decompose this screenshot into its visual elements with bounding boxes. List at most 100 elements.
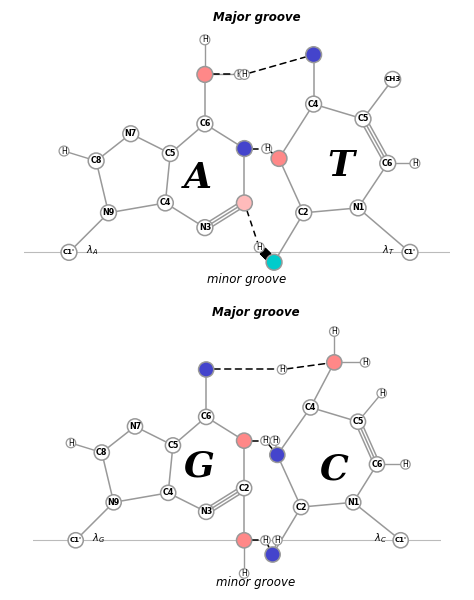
Text: C5: C5 (357, 115, 369, 124)
Circle shape (327, 355, 342, 370)
Circle shape (199, 409, 214, 425)
Circle shape (94, 445, 109, 460)
Circle shape (237, 433, 252, 448)
Text: C: C (320, 452, 349, 486)
Text: H: H (68, 439, 74, 448)
Text: C2: C2 (238, 484, 250, 493)
Text: C8: C8 (91, 157, 102, 166)
Text: C2: C2 (298, 208, 310, 217)
Circle shape (277, 365, 287, 374)
Text: N1: N1 (238, 144, 251, 153)
Text: C5: C5 (164, 149, 176, 158)
Text: N7: N7 (129, 422, 141, 431)
Circle shape (346, 495, 361, 510)
Text: N3: N3 (199, 223, 211, 232)
Circle shape (270, 447, 285, 463)
Circle shape (237, 533, 252, 548)
Circle shape (393, 533, 408, 548)
Circle shape (410, 158, 420, 169)
Text: O4: O4 (308, 50, 320, 59)
Circle shape (350, 414, 365, 429)
Text: $\lambda_T$: $\lambda_T$ (383, 243, 395, 257)
Text: H: H (412, 159, 418, 168)
Circle shape (100, 205, 117, 221)
Circle shape (350, 200, 366, 216)
Circle shape (380, 155, 396, 172)
Circle shape (261, 436, 270, 445)
Text: N1: N1 (347, 498, 359, 507)
Circle shape (306, 47, 321, 62)
Text: $\lambda_C$: $\lambda_C$ (374, 531, 386, 545)
Text: CH3: CH3 (384, 76, 401, 82)
Text: C6: C6 (199, 119, 210, 128)
Text: N7: N7 (125, 129, 137, 138)
Circle shape (329, 327, 339, 336)
Circle shape (266, 254, 282, 270)
Text: C5: C5 (167, 441, 179, 450)
Text: C2: C2 (295, 503, 307, 512)
Text: C6: C6 (382, 159, 393, 168)
Text: H: H (256, 243, 262, 252)
Circle shape (197, 67, 213, 82)
Text: O6: O6 (200, 365, 212, 374)
Circle shape (237, 195, 252, 211)
Text: H: H (263, 536, 268, 545)
Text: Major groove: Major groove (213, 11, 301, 24)
Text: Major groove: Major groove (212, 306, 300, 319)
Circle shape (200, 35, 210, 45)
Text: H: H (264, 144, 270, 153)
Text: C4: C4 (308, 100, 319, 109)
Text: C1': C1' (404, 250, 416, 256)
Text: H: H (241, 569, 247, 578)
Circle shape (239, 569, 249, 578)
Text: C1': C1' (70, 537, 82, 543)
Text: N1: N1 (352, 203, 364, 212)
Circle shape (161, 485, 176, 500)
Circle shape (261, 536, 270, 545)
Text: N9: N9 (108, 498, 120, 507)
Text: C1': C1' (395, 537, 407, 543)
Circle shape (123, 126, 139, 142)
Text: H: H (272, 436, 278, 445)
Circle shape (235, 70, 245, 79)
Circle shape (385, 71, 401, 87)
Circle shape (303, 400, 318, 415)
Text: C4: C4 (160, 199, 171, 208)
Circle shape (271, 151, 287, 166)
Circle shape (293, 499, 309, 515)
Text: C5: C5 (352, 417, 364, 426)
Text: H: H (379, 389, 384, 398)
Text: H: H (237, 70, 242, 79)
Text: C8: C8 (96, 448, 108, 457)
Circle shape (68, 533, 83, 548)
Circle shape (66, 438, 76, 448)
Circle shape (163, 146, 178, 161)
Text: $\lambda_A$: $\lambda_A$ (86, 243, 99, 257)
Text: H: H (331, 327, 337, 336)
Text: H: H (402, 460, 408, 469)
Circle shape (296, 205, 311, 221)
Circle shape (239, 70, 249, 79)
Text: N9: N9 (102, 208, 115, 217)
Circle shape (270, 436, 280, 445)
Circle shape (306, 96, 321, 112)
Text: A: A (183, 161, 211, 195)
Circle shape (355, 111, 371, 127)
Text: H: H (362, 358, 368, 367)
Text: N6: N6 (199, 70, 211, 79)
Circle shape (377, 388, 386, 398)
Text: H: H (202, 35, 208, 44)
Circle shape (262, 143, 272, 154)
Circle shape (273, 536, 282, 545)
Text: N3: N3 (200, 508, 212, 517)
Circle shape (199, 362, 214, 377)
Circle shape (59, 146, 69, 156)
Circle shape (402, 244, 418, 260)
Text: C1': C1' (63, 250, 75, 256)
Text: O2: O2 (268, 258, 280, 267)
Text: N2: N2 (238, 536, 250, 545)
Circle shape (265, 547, 280, 562)
Text: H: H (263, 436, 268, 445)
Circle shape (128, 419, 143, 434)
Circle shape (157, 195, 173, 211)
